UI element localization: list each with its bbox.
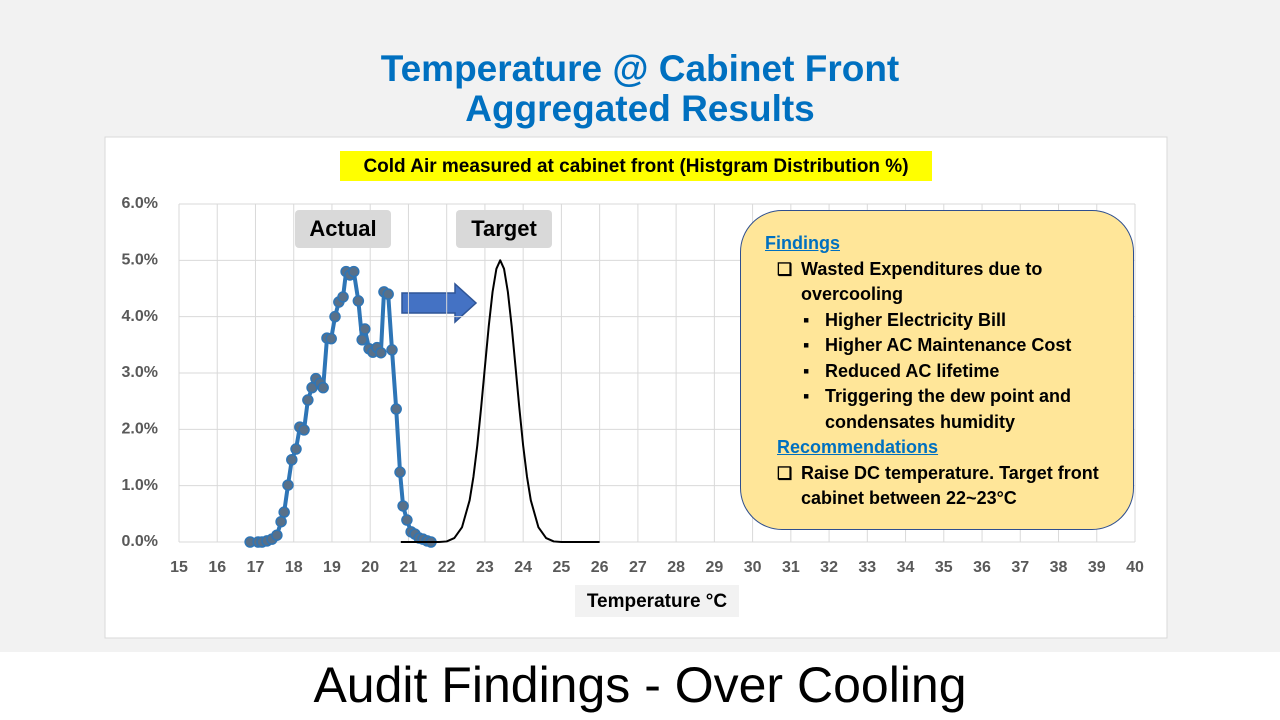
x-tick-label: 22 <box>438 559 456 576</box>
findings-box: Findings Wasted Expenditures due to overc… <box>740 210 1134 530</box>
finding-subitem: Triggering the dew point and condensates… <box>765 384 1115 435</box>
x-tick-label: 40 <box>1126 559 1144 576</box>
x-tick-label: 17 <box>247 559 265 576</box>
x-tick-label: 23 <box>476 559 494 576</box>
y-tick-label: 1.0% <box>122 477 158 494</box>
recommendation-item: Raise DC temperature. Target front cabin… <box>765 461 1115 512</box>
finding-item: Wasted Expenditures due to overcooling <box>765 257 1115 308</box>
x-tick-label: 20 <box>361 559 379 576</box>
data-point <box>348 265 360 278</box>
slide-title: Temperature @ Cabinet Front <box>380 48 900 89</box>
slide-title: Aggregated Results <box>465 88 815 129</box>
x-tick-label: 21 <box>400 559 418 576</box>
x-label-bg <box>575 585 739 617</box>
data-point <box>375 346 387 359</box>
data-point <box>278 506 290 518</box>
recommendations-heading: Recommendations <box>777 437 939 457</box>
x-tick-label: 34 <box>897 559 915 576</box>
finding-subitem: Higher AC Maintenance Cost <box>765 333 1115 359</box>
x-tick-label: 26 <box>591 559 609 576</box>
data-point <box>390 403 402 415</box>
finding-subitem: Reduced AC lifetime <box>765 359 1115 385</box>
data-point <box>329 310 341 323</box>
data-point <box>386 344 398 356</box>
x-tick-label: 25 <box>553 559 571 576</box>
series-tag: Actual <box>309 216 376 241</box>
y-tick-label: 3.0% <box>122 364 158 381</box>
finding-subitem: Higher Electricity Bill <box>765 308 1115 334</box>
y-tick-label: 6.0% <box>122 195 158 212</box>
data-point <box>325 332 337 345</box>
x-tick-label: 32 <box>820 559 838 576</box>
x-tick-label: 35 <box>935 559 953 576</box>
data-point <box>286 454 298 466</box>
arrow <box>401 282 478 324</box>
x-tick-label: 38 <box>1050 559 1068 576</box>
x-axis-label: Temperature °C <box>587 591 728 612</box>
series-tag-bg <box>295 210 391 248</box>
x-tick-label: 33 <box>858 559 876 576</box>
y-tick-label: 5.0% <box>122 252 158 269</box>
x-tick-label: 15 <box>170 559 188 576</box>
x-tick-label: 36 <box>973 559 991 576</box>
data-point <box>397 500 409 512</box>
x-tick-label: 39 <box>1088 559 1106 576</box>
x-tick-label: 37 <box>1011 559 1029 576</box>
y-tick-label: 2.0% <box>122 421 158 438</box>
y-tick-label: 4.0% <box>122 308 158 325</box>
x-tick-label: 18 <box>285 559 303 576</box>
series-tag: Target <box>471 216 537 241</box>
findings-heading: Findings <box>765 233 840 253</box>
data-point <box>275 515 287 528</box>
series-tag-bg <box>456 210 552 248</box>
series-line <box>250 269 432 544</box>
x-tick-label: 29 <box>705 559 723 576</box>
series-line <box>400 259 600 543</box>
y-tick-label: 0.0% <box>122 533 158 550</box>
data-point <box>298 424 310 436</box>
data-point <box>356 334 368 346</box>
data-point <box>271 529 283 541</box>
plot: Actual Target <box>244 210 600 548</box>
data-point <box>382 288 394 300</box>
data-point <box>352 295 365 307</box>
data-point <box>401 514 413 526</box>
data-point <box>337 291 349 303</box>
x-tick-label: 16 <box>208 559 226 576</box>
data-point <box>282 479 294 491</box>
data-point <box>290 443 302 455</box>
x-tick-label: 27 <box>629 559 647 576</box>
footer: Audit Findings - Over Cooling <box>313 657 967 713</box>
chart-title-highlight <box>340 151 932 181</box>
x-tick-label: 24 <box>514 559 532 576</box>
data-point <box>394 466 406 478</box>
data-point <box>317 381 329 394</box>
x-tick-label: 28 <box>667 559 685 576</box>
x-tick-label: 31 <box>782 559 800 576</box>
x-tick-label: 19 <box>323 559 341 576</box>
data-point <box>359 323 371 335</box>
chart-title: Cold Air measured at cabinet front (Hist… <box>363 156 908 177</box>
x-tick-label: 30 <box>744 559 762 576</box>
data-point <box>302 394 314 406</box>
